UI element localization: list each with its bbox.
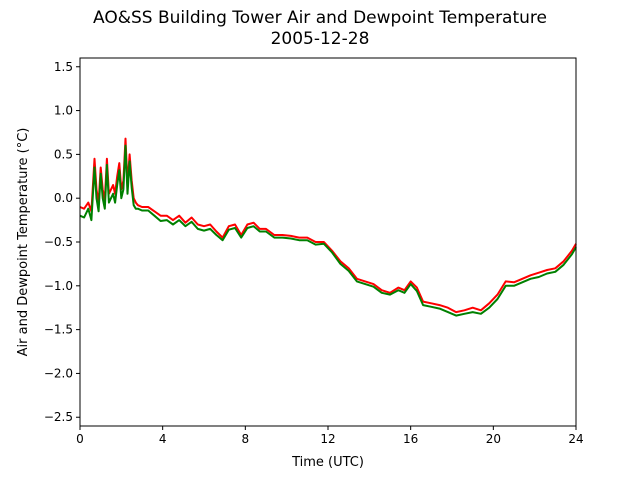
x-tick-label: 20 [486,432,501,446]
y-tick-label: −2.0 [44,366,73,380]
x-tick-label: 16 [403,432,418,446]
chart-subtitle: 2005-12-28 [270,29,370,49]
x-axis-label: Time (UTC) [291,455,364,470]
plot-frame [79,57,577,427]
x-tick-label: 0 [76,432,84,446]
x-tick-label: 8 [242,432,250,446]
series-line-2 [79,144,577,317]
y-tick-label: 0.5 [54,147,73,161]
x-tick-label: 4 [159,432,167,446]
y-axis: −2.5 −2.0 −1.5 −1.0 −0.5 0.0 0.5 1.0 1.5 [44,60,80,424]
y-tick-label: −1.0 [44,279,73,293]
y-tick-label: 1.0 [54,104,73,118]
y-tick-label: 1.5 [54,60,73,74]
series-layer [79,137,577,317]
x-tick-label: 24 [568,432,583,446]
x-axis: 0 4 8 12 16 20 24 [76,426,584,446]
y-tick-label: −1.5 [44,323,73,337]
chart-title: AO&SS Building Tower Air and Dewpoint Te… [92,8,547,28]
y-axis-label: Air and Dewpoint Temperature (°C) [16,128,31,357]
x-tick-label: 12 [320,432,335,446]
series-line-1 [79,137,577,314]
y-tick-label: 0.0 [54,191,73,205]
y-tick-label: −0.5 [44,235,73,249]
y-tick-label: −2.5 [44,410,73,424]
